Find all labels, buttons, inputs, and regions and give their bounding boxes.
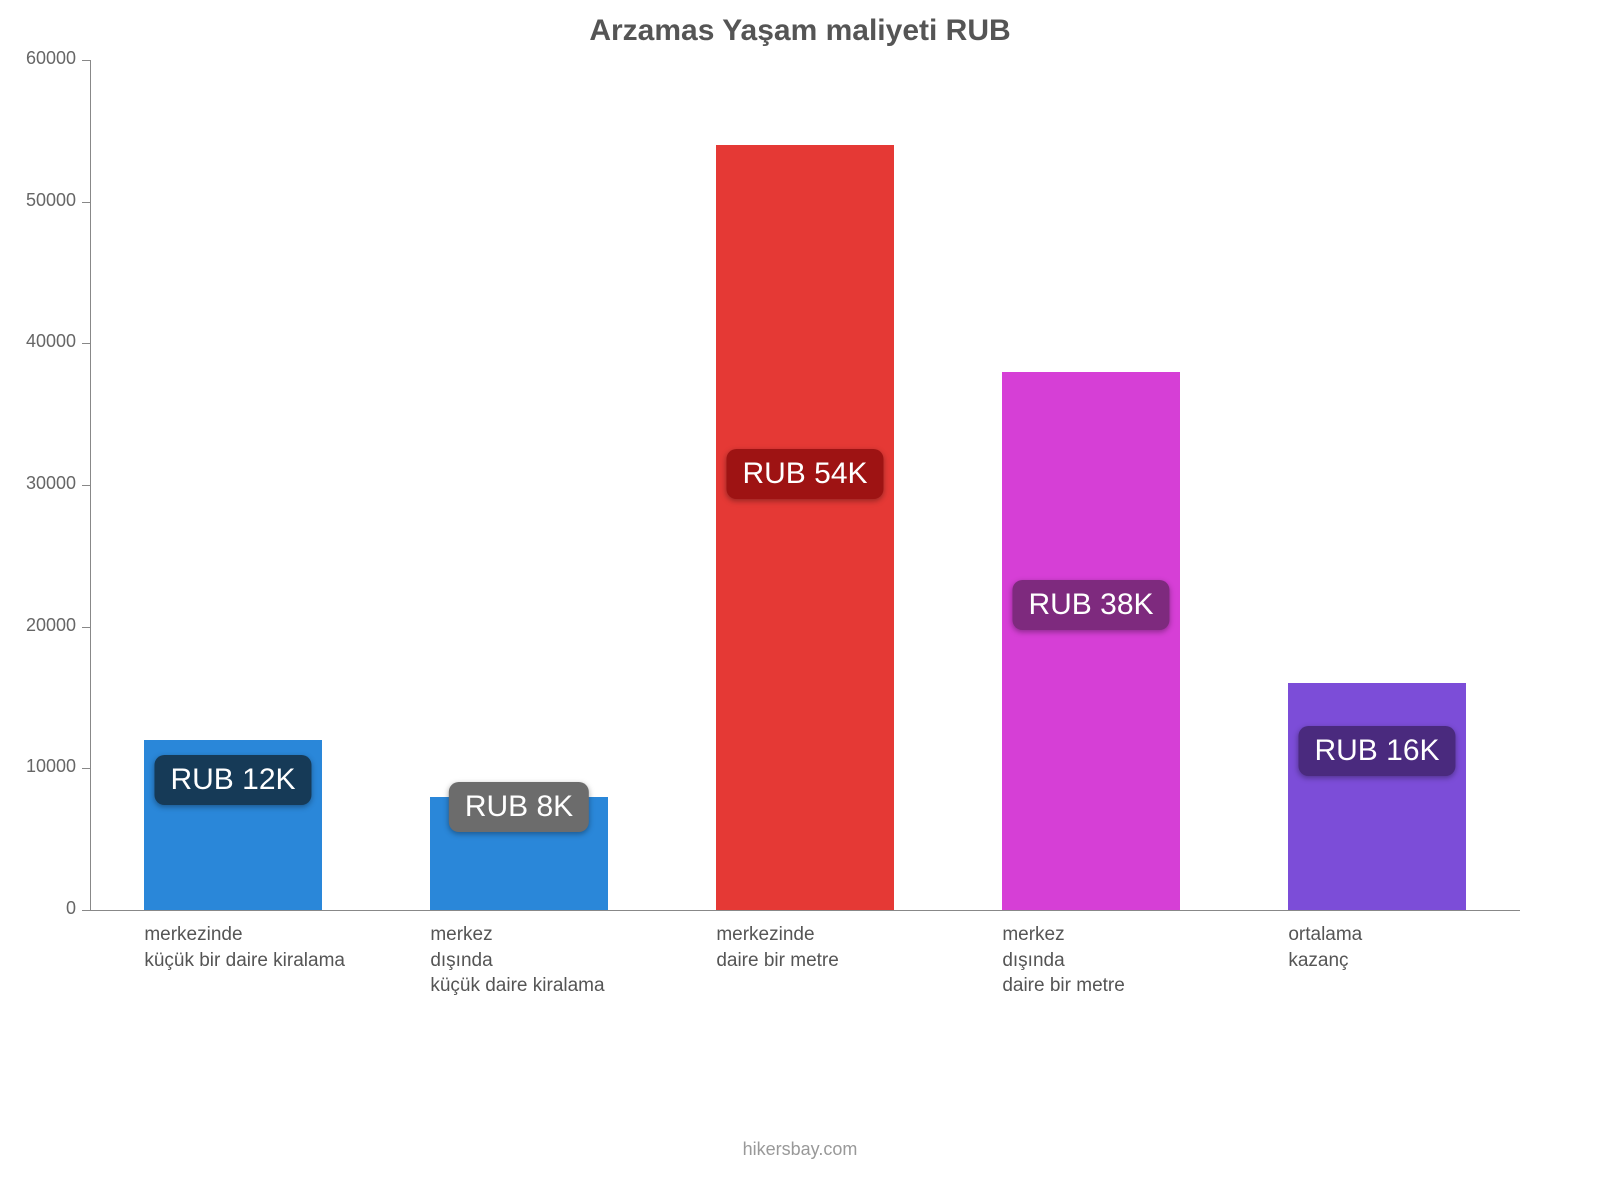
y-tick xyxy=(82,768,90,769)
bar xyxy=(1002,372,1179,910)
chart-container: Arzamas Yaşam maliyeti RUB 0100002000030… xyxy=(0,0,1600,1200)
value-badge: RUB 8K xyxy=(449,782,589,832)
y-tick-label: 50000 xyxy=(26,190,76,211)
y-tick-label: 40000 xyxy=(26,331,76,352)
bar xyxy=(1288,683,1465,910)
x-category-label: merkezinde küçük bir daire kiralama xyxy=(144,922,416,973)
y-tick xyxy=(82,485,90,486)
x-category-label: merkez dışında daire bir metre xyxy=(1002,922,1274,999)
y-tick xyxy=(82,910,90,911)
y-tick-label: 0 xyxy=(66,898,76,919)
y-tick xyxy=(82,60,90,61)
x-category-label: merkezinde daire bir metre xyxy=(716,922,988,973)
chart-title: Arzamas Yaşam maliyeti RUB xyxy=(0,14,1600,48)
chart-footer: hikersbay.com xyxy=(0,1139,1600,1160)
value-badge: RUB 12K xyxy=(154,755,311,805)
y-axis-line xyxy=(90,60,91,910)
y-tick xyxy=(82,627,90,628)
x-category-label: merkez dışında küçük daire kiralama xyxy=(430,922,702,999)
value-badge: RUB 38K xyxy=(1012,580,1169,630)
y-tick-label: 10000 xyxy=(26,756,76,777)
bar xyxy=(716,145,893,910)
value-badge: RUB 54K xyxy=(726,449,883,499)
x-category-label: ortalama kazanç xyxy=(1288,922,1560,973)
plot-area: 0100002000030000400005000060000RUB 12Kme… xyxy=(90,60,1520,910)
y-tick xyxy=(82,202,90,203)
y-tick-label: 20000 xyxy=(26,615,76,636)
y-tick-label: 60000 xyxy=(26,48,76,69)
x-axis-line xyxy=(90,910,1520,911)
y-tick-label: 30000 xyxy=(26,473,76,494)
y-tick xyxy=(82,343,90,344)
value-badge: RUB 16K xyxy=(1298,726,1455,776)
